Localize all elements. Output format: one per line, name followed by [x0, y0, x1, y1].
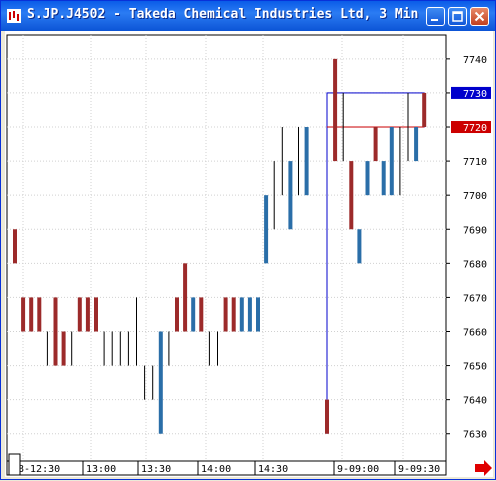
- price-bar: [373, 127, 378, 162]
- price-marker-label: 7730: [463, 89, 487, 100]
- price-bar: [46, 331, 48, 366]
- price-bar: [144, 365, 146, 400]
- minimize-icon: [431, 19, 438, 21]
- scroll-thumb[interactable]: [8, 453, 21, 476]
- price-bar: [247, 297, 252, 332]
- time-axis: 8-12:30 13:00 13:30 14:00 14:30 9-09:00 9-09:3…: [14, 461, 440, 475]
- price-bar: [208, 331, 210, 366]
- price-axis: 7740 7730 7720 7710 7700 7690 7680 7670 7660 7650…: [446, 55, 487, 441]
- price-bar: [37, 297, 42, 332]
- x-tick-label: 13:30: [141, 464, 171, 475]
- price-bar: [61, 331, 66, 366]
- price-bar: [71, 331, 73, 366]
- price-bar: [168, 331, 170, 366]
- x-tick-label: 9-09:30: [398, 464, 440, 475]
- y-tick-label: 7670: [463, 293, 487, 304]
- price-bars: [13, 58, 427, 434]
- minimize-button[interactable]: [426, 7, 445, 26]
- y-tick-label: 7660: [463, 327, 487, 338]
- y-tick-label: 7700: [463, 191, 487, 202]
- time-axis-strip: [6, 460, 447, 476]
- price-bar: [304, 127, 309, 196]
- y-tick-label: 7650: [463, 362, 487, 373]
- price-marker: [451, 86, 491, 99]
- price-bar: [399, 127, 401, 196]
- price-bar: [407, 92, 409, 162]
- price-bar: [349, 161, 354, 230]
- price-markers: 7730 7720: [451, 86, 491, 134]
- price-bar: [288, 161, 293, 230]
- price-bar: [333, 58, 338, 162]
- price-bar: [239, 297, 244, 332]
- y-tick-label: 7630: [463, 430, 487, 441]
- price-marker: [451, 121, 491, 134]
- y-tick-label: 7680: [463, 259, 487, 270]
- x-tick-label: 14:30: [258, 464, 288, 475]
- close-icon: [474, 11, 485, 22]
- maximize-icon: [452, 11, 463, 22]
- price-bar: [342, 92, 344, 162]
- price-bar: [414, 127, 419, 162]
- price-bar: [158, 331, 163, 434]
- chart-area[interactable]: 7740 7730 7720 7710 7700 7690 7680 7670 7660 7650…: [5, 31, 493, 477]
- x-tick-label: 13:00: [86, 464, 116, 475]
- price-bar: [223, 297, 228, 332]
- price-bar: [298, 127, 299, 196]
- x-tick-label: 14:00: [201, 464, 231, 475]
- price-bar: [111, 331, 113, 366]
- y-tick-label: 7740: [463, 55, 487, 66]
- price-bar: [422, 92, 427, 128]
- price-bar: [175, 297, 179, 332]
- price-bar: [152, 365, 154, 400]
- y-tick-label: 7690: [463, 225, 487, 236]
- price-bar: [273, 161, 275, 230]
- price-bar: [281, 127, 283, 196]
- price-bar: [53, 297, 58, 366]
- price-bar: [29, 297, 34, 332]
- price-bar: [199, 297, 204, 332]
- price-marker-label: 7720: [463, 123, 487, 134]
- x-tick-label: 8-12:30: [18, 464, 60, 475]
- maximize-button[interactable]: [448, 7, 467, 26]
- price-bar: [357, 229, 362, 264]
- price-bar: [77, 297, 82, 332]
- plot-frame: [6, 34, 447, 462]
- price-bar: [381, 161, 386, 196]
- price-bar: [389, 127, 394, 196]
- price-bar: [103, 331, 105, 366]
- price-bar: [325, 399, 329, 434]
- x-tick-label: 9-09:00: [337, 464, 379, 475]
- price-bar: [191, 297, 196, 332]
- y-tick-label: 7640: [463, 396, 487, 407]
- price-bar: [136, 297, 137, 366]
- price-bar: [183, 263, 188, 332]
- price-bar: [94, 297, 98, 332]
- price-bar: [264, 195, 269, 264]
- price-bar: [127, 331, 129, 366]
- price-bar: [85, 297, 90, 332]
- close-button[interactable]: [470, 7, 489, 26]
- app-chart-icon[interactable]: [7, 9, 21, 23]
- scroll-right-arrow-icon[interactable]: [475, 460, 492, 476]
- price-bar: [231, 297, 236, 332]
- price-bar: [256, 297, 260, 332]
- price-bar: [365, 161, 370, 196]
- title-bar[interactable]: S.JP.J4502 - Takeda Chemical Industries …: [1, 1, 495, 31]
- price-bar: [217, 331, 218, 366]
- price-bar: [21, 297, 26, 332]
- price-bar: [119, 331, 121, 366]
- price-chart[interactable]: 7740 7730 7720 7710 7700 7690 7680 7670 7660 7650…: [5, 31, 493, 477]
- window-title: S.JP.J4502 - Takeda Chemical Industries …: [27, 7, 419, 22]
- y-tick-label: 7710: [463, 157, 487, 168]
- price-bar: [13, 229, 17, 264]
